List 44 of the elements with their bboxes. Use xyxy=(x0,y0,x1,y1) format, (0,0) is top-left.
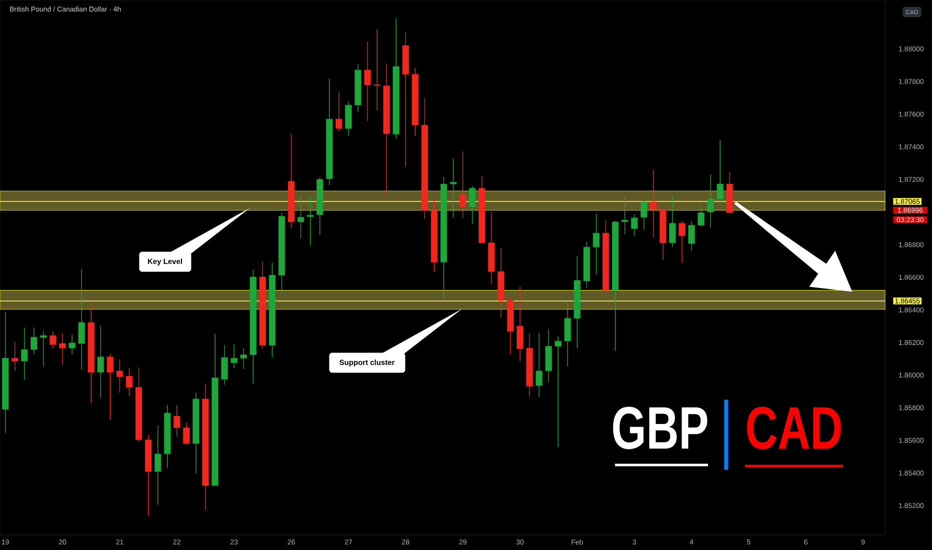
candlestick xyxy=(716,140,724,202)
candlestick xyxy=(297,196,304,239)
candlestick xyxy=(450,158,457,218)
candlestick xyxy=(669,196,676,248)
candlestick xyxy=(50,330,56,350)
candlestick xyxy=(640,200,648,230)
candlestick xyxy=(230,344,238,368)
candlestick xyxy=(30,327,38,354)
candlestick xyxy=(221,344,228,385)
candlestick xyxy=(678,220,686,264)
candlestick xyxy=(68,334,76,354)
candlestick xyxy=(707,174,714,228)
candlestick xyxy=(116,358,123,393)
candlestick xyxy=(688,220,695,251)
annotation: GBP xyxy=(613,406,708,450)
candlestick xyxy=(631,214,638,236)
candlestick xyxy=(336,91,342,132)
candlestick xyxy=(126,368,133,397)
candlestick xyxy=(469,185,476,224)
candlestick xyxy=(622,196,628,234)
candlestick xyxy=(516,286,524,362)
candlestick xyxy=(40,330,47,367)
candlestick xyxy=(78,268,85,370)
candlestick xyxy=(240,348,247,370)
candlestick xyxy=(12,341,18,372)
candlestick xyxy=(460,151,466,218)
candlestick xyxy=(650,170,657,238)
candlestick xyxy=(592,213,600,275)
candlestick xyxy=(345,101,352,136)
candlestick xyxy=(97,326,104,398)
candlestick xyxy=(554,336,562,448)
candlestick xyxy=(174,404,180,437)
annotation: CAD xyxy=(747,406,841,450)
candlestick xyxy=(154,424,162,506)
candlestick xyxy=(374,29,380,111)
candlestick xyxy=(21,327,28,380)
candlestick xyxy=(698,204,704,226)
candlestick xyxy=(59,332,66,365)
candlestick xyxy=(307,196,314,246)
candlestick xyxy=(106,354,114,420)
candlestick xyxy=(364,42,371,122)
candlestick xyxy=(564,301,571,367)
candlestick xyxy=(183,422,190,445)
candlestick xyxy=(536,332,542,398)
